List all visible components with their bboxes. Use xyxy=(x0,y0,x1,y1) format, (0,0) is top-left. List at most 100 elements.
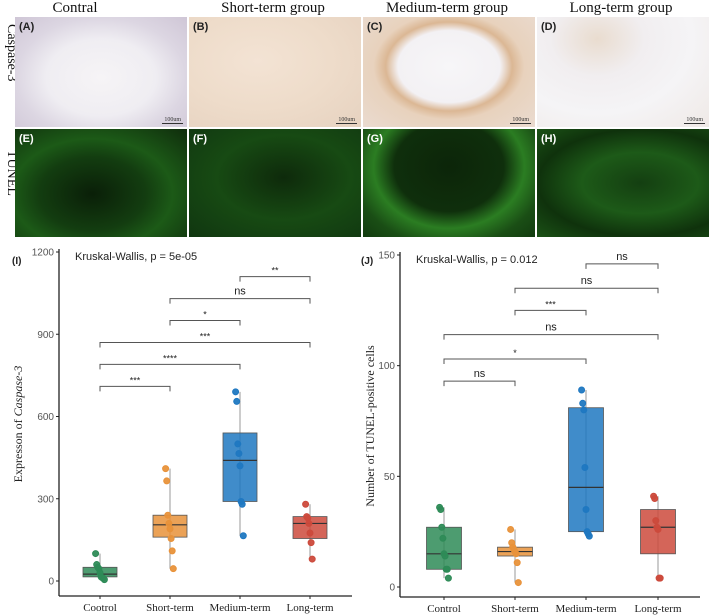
data-point xyxy=(444,574,452,582)
data-point xyxy=(579,399,587,407)
data-point xyxy=(92,550,100,558)
data-point xyxy=(307,539,315,547)
significance-bracket xyxy=(585,263,659,269)
y-tick-label: 1200 xyxy=(32,248,55,259)
caspase3-boxplot: 0 300 600 900 1200 (I) Kruskal-Wallis, p = 5e-… xyxy=(11,248,352,614)
tunel-panel-short-term: (F) xyxy=(189,129,361,237)
data-point xyxy=(302,500,310,508)
chart-panel-label: (J) xyxy=(361,256,373,267)
y-tick-label: 300 xyxy=(37,494,54,505)
kruskal-wallis-annotation: Kruskal-Wallis, p = 5e-05 xyxy=(75,251,197,263)
data-point xyxy=(439,534,447,542)
x-tick-label: Medium-term xyxy=(555,603,617,615)
significance-bracket xyxy=(99,363,241,370)
significance-bracket xyxy=(169,298,311,304)
significance-bracket xyxy=(443,334,659,340)
data-point xyxy=(232,388,240,396)
x-tick-label: Medium-term xyxy=(209,602,271,614)
tunel-panel-long-term: (H) xyxy=(537,129,709,237)
data-point xyxy=(168,547,176,555)
significance-label: * xyxy=(513,348,517,358)
x-tick-label: Short-term xyxy=(146,602,194,614)
y-axis-label: Expresson of Caspase-3 xyxy=(11,366,25,483)
data-point xyxy=(438,523,446,531)
y-axis-label: Number of TUNEL-positive cells xyxy=(363,345,377,507)
significance-label: ** xyxy=(271,266,279,276)
data-point xyxy=(165,519,173,527)
panel-label: (H) xyxy=(541,133,557,145)
significance-bracket xyxy=(169,320,241,326)
data-point xyxy=(308,555,316,563)
y-tick-label: 0 xyxy=(48,577,54,588)
ihc-panel-medium-term: (C) 100um xyxy=(363,17,535,127)
data-point xyxy=(167,535,175,543)
y-tick-label: 150 xyxy=(378,251,395,262)
significance-label: ns xyxy=(474,368,486,380)
panel-label: (D) xyxy=(541,21,557,33)
ihc-panel-short-term: (B) 100um xyxy=(189,17,361,127)
panel-label: (E) xyxy=(19,133,34,145)
data-point xyxy=(163,477,171,485)
chart-panel-label: (I) xyxy=(12,256,21,267)
data-point xyxy=(507,525,515,533)
y-tick-label: 0 xyxy=(389,583,395,594)
significance-label: * xyxy=(203,310,207,320)
significance-bracket xyxy=(99,385,171,392)
x-tick-label: Long-term xyxy=(286,602,333,614)
y-tick-label: 50 xyxy=(384,472,396,483)
data-point xyxy=(581,463,589,471)
significance-label: *** xyxy=(130,375,141,385)
x-tick-label: Short-term xyxy=(491,603,539,615)
data-point xyxy=(166,525,174,533)
data-point xyxy=(582,506,590,514)
data-point xyxy=(437,506,445,514)
significance-label: **** xyxy=(163,353,178,363)
data-point xyxy=(512,550,520,558)
data-point xyxy=(656,574,664,582)
data-point xyxy=(652,517,660,525)
x-tick-label: Long-term xyxy=(634,603,681,615)
significance-label: ns xyxy=(234,286,246,298)
significance-bracket xyxy=(514,309,587,316)
scale-bar: 100um xyxy=(162,117,183,124)
data-point xyxy=(233,397,241,405)
tunel-boxplot: 0 50 100 150 (J) Kruskal-Wallis, p = 0.012 Num… xyxy=(361,251,700,615)
data-point xyxy=(100,576,108,584)
data-point xyxy=(441,552,449,560)
significance-label: *** xyxy=(545,299,556,309)
data-point xyxy=(235,450,243,458)
data-point xyxy=(164,511,172,519)
significance-bracket xyxy=(99,341,311,348)
data-point xyxy=(578,386,586,394)
data-point xyxy=(651,494,659,502)
data-point xyxy=(239,532,247,540)
data-point xyxy=(238,500,246,508)
y-tick-label: 100 xyxy=(378,361,395,372)
panel-label: (G) xyxy=(367,133,383,145)
ihc-panel-control: (A) 100um xyxy=(15,17,187,127)
data-point xyxy=(443,565,451,573)
data-point xyxy=(236,462,244,470)
significance-label: ns xyxy=(545,322,557,334)
data-point xyxy=(162,465,170,473)
column-title-long-term: Long-term group xyxy=(569,0,673,16)
data-point xyxy=(234,440,242,448)
panel-label: (B) xyxy=(193,21,209,33)
significance-bracket xyxy=(443,380,516,387)
data-point xyxy=(306,529,314,537)
scale-bar: 100um xyxy=(336,117,357,124)
y-tick-label: 900 xyxy=(37,330,54,341)
tunel-panel-control: (E) xyxy=(15,129,187,237)
y-tick-label: 600 xyxy=(37,412,54,423)
column-title-control: Contral xyxy=(52,0,98,16)
significance-label: ns xyxy=(581,275,593,287)
panel-label: (A) xyxy=(19,21,35,33)
significance-label: *** xyxy=(200,331,211,341)
data-point xyxy=(654,525,662,533)
x-tick-label: Cootrol xyxy=(83,602,117,614)
significance-bracket xyxy=(514,287,659,294)
box xyxy=(426,526,462,570)
column-title-short-term: Short-term group xyxy=(221,0,325,16)
panel-label: (F) xyxy=(193,133,208,145)
significance-bracket xyxy=(443,358,587,365)
